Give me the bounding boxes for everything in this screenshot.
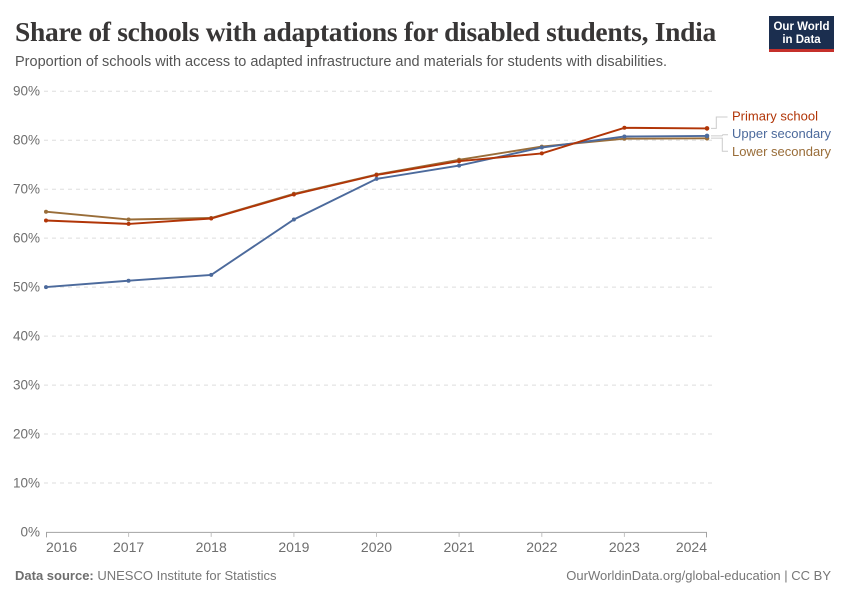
svg-text:2024: 2024 xyxy=(676,539,707,555)
svg-text:2018: 2018 xyxy=(196,539,227,555)
svg-text:70%: 70% xyxy=(13,182,40,197)
svg-text:60%: 60% xyxy=(13,231,40,246)
svg-text:2020: 2020 xyxy=(361,539,392,555)
svg-text:2019: 2019 xyxy=(278,539,309,555)
svg-text:2023: 2023 xyxy=(609,539,640,555)
svg-text:40%: 40% xyxy=(13,329,40,344)
svg-text:2017: 2017 xyxy=(113,539,144,555)
svg-text:0%: 0% xyxy=(20,525,40,540)
svg-text:Primary school: Primary school xyxy=(732,108,818,123)
svg-text:2016: 2016 xyxy=(46,539,77,555)
svg-text:20%: 20% xyxy=(13,427,40,442)
svg-text:2022: 2022 xyxy=(526,539,557,555)
svg-text:Lower secondary: Lower secondary xyxy=(732,144,831,159)
svg-text:Upper secondary: Upper secondary xyxy=(732,126,831,141)
svg-text:30%: 30% xyxy=(13,378,40,393)
svg-text:10%: 10% xyxy=(13,476,40,491)
svg-text:80%: 80% xyxy=(13,133,40,148)
svg-text:50%: 50% xyxy=(13,280,40,295)
svg-text:90%: 90% xyxy=(13,84,40,99)
svg-text:2021: 2021 xyxy=(444,539,475,555)
